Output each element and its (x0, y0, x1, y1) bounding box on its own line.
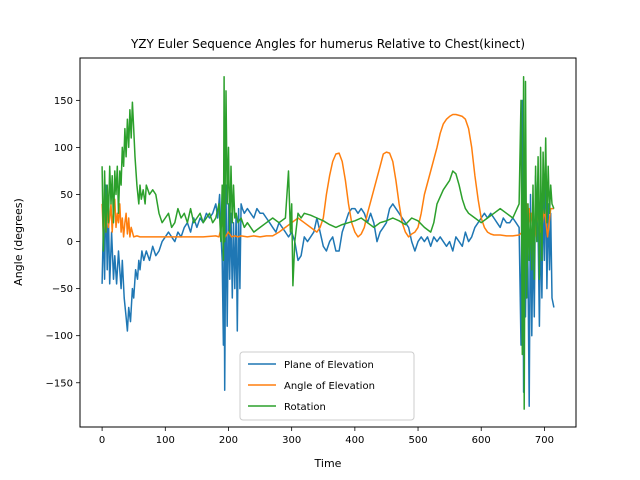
series-layer (101, 76, 555, 410)
x-tick-label: 600 (472, 435, 491, 446)
series-line-0 (101, 99, 555, 408)
y-tick-label: 0 (67, 237, 73, 248)
y-tick-label: 100 (54, 143, 73, 154)
x-tick-label: 700 (535, 435, 554, 446)
x-tick-label: 500 (408, 435, 427, 446)
y-tick-label: 150 (54, 96, 73, 107)
y-tick-label: 50 (60, 190, 73, 201)
legend-label-1: Angle of Elevation (284, 381, 375, 392)
y-tick-label: −100 (46, 331, 73, 342)
legend-box (239, 351, 415, 421)
y-tick-label: −150 (46, 378, 73, 389)
chart-title: YZY Euler Sequence Angles for humerus Re… (130, 37, 525, 51)
plot-frame (79, 57, 577, 428)
legend-label-2: Rotation (284, 402, 326, 413)
series-line-1 (101, 113, 554, 238)
y-axis: −150 −100 −50 0 50 100 150 (46, 96, 80, 389)
y-tick-label: −50 (52, 284, 73, 295)
x-tick-label: 200 (219, 435, 238, 446)
x-axis: 0 100 200 300 400 500 600 700 (99, 427, 554, 446)
x-tick-label: 100 (156, 435, 175, 446)
y-axis-label: Angle (degrees) (12, 198, 25, 286)
legend: Plane of Elevation Angle of Elevation Rota… (239, 351, 415, 421)
x-tick-label: 300 (282, 435, 301, 446)
legend-label-0: Plane of Elevation (284, 360, 374, 371)
x-tick-label: 400 (345, 435, 364, 446)
x-tick-label: 0 (99, 435, 105, 446)
series-line-2 (101, 76, 555, 410)
x-axis-label: Time (314, 457, 342, 470)
